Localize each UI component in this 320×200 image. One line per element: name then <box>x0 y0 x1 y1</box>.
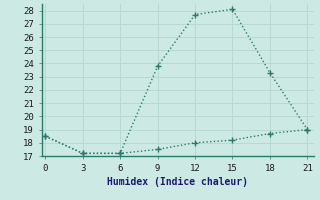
X-axis label: Humidex (Indice chaleur): Humidex (Indice chaleur) <box>107 177 248 187</box>
